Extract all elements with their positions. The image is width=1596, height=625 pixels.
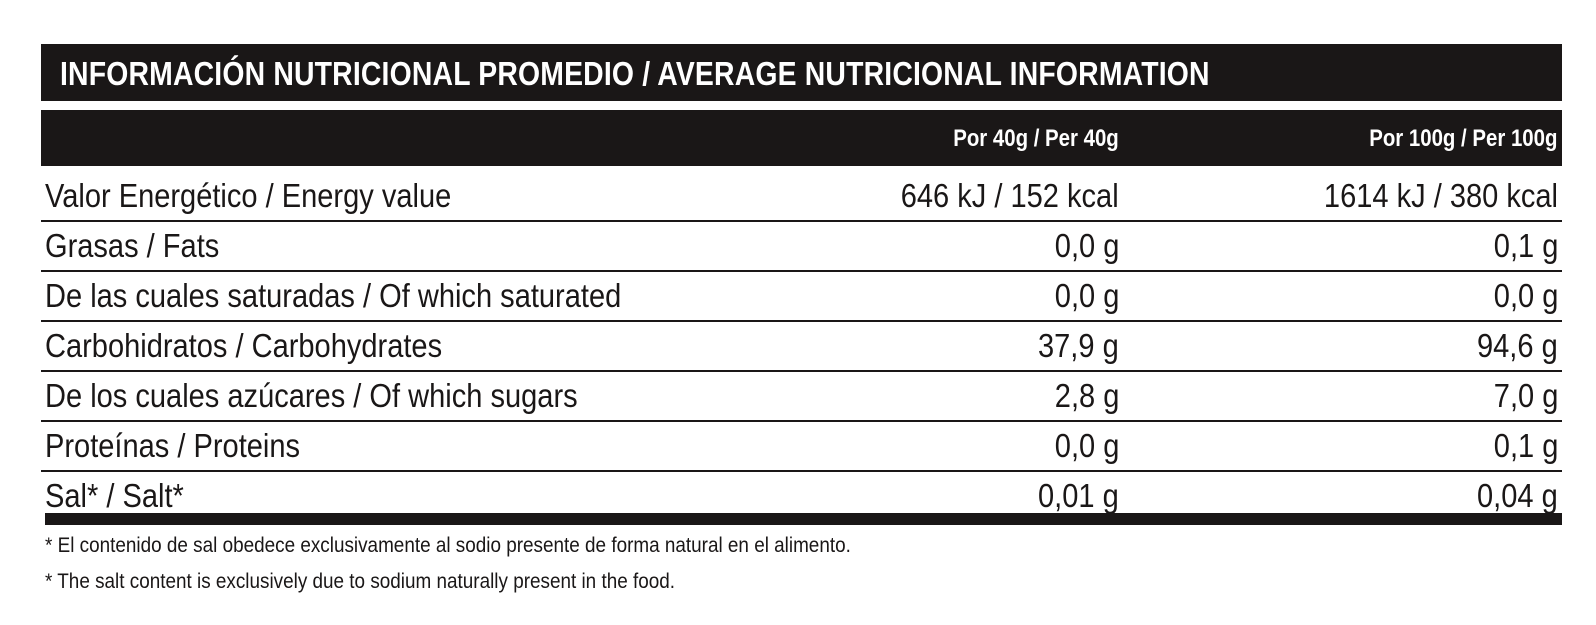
- row-value-per-40g: 37,9 g: [1038, 327, 1119, 364]
- table-row: Valor Energético / Energy value 646 kJ /…: [41, 172, 1562, 222]
- table-bottom-rule: [45, 513, 1562, 525]
- row-value-per-40g: 0,0 g: [1054, 427, 1119, 464]
- row-label: Valor Energético / Energy value: [45, 177, 452, 214]
- nutrition-table-body: Valor Energético / Energy value 646 kJ /…: [41, 172, 1562, 520]
- row-value-per-40g: 646 kJ / 152 kcal: [901, 177, 1119, 214]
- row-label: De las cuales saturadas / Of which satur…: [45, 277, 622, 314]
- table-title: INFORMACIÓN NUTRICIONAL PROMEDIO / AVERA…: [60, 55, 1210, 92]
- row-value-per-40g: 0,0 g: [1054, 277, 1119, 314]
- row-value-per-100g: 0,04 g: [1477, 477, 1558, 514]
- table-row: Grasas / Fats 0,0 g 0,1 g: [41, 222, 1562, 272]
- row-value-per-100g: 0,1 g: [1493, 427, 1558, 464]
- column-header-per-100g: Por 100g / Per 100g: [1368, 125, 1557, 152]
- table-row: Proteínas / Proteins 0,0 g 0,1 g: [41, 422, 1562, 472]
- row-value-per-100g: 0,0 g: [1493, 277, 1558, 314]
- row-label: Grasas / Fats: [45, 227, 220, 264]
- row-value-per-40g: 0,0 g: [1054, 227, 1119, 264]
- row-value-per-100g: 7,0 g: [1493, 377, 1558, 414]
- table-row: Sal* / Salt* 0,01 g 0,04 g: [41, 472, 1562, 520]
- row-label: Sal* / Salt*: [45, 477, 184, 514]
- footnote-english: * The salt content is exclusively due to…: [45, 570, 676, 593]
- row-label: De los cuales azúcares / Of which sugars: [45, 377, 578, 414]
- column-header-bar: [41, 110, 1562, 166]
- table-row: De los cuales azúcares / Of which sugars…: [41, 372, 1562, 422]
- title-bar: [41, 44, 1562, 101]
- table-row: Carbohidratos / Carbohydrates 37,9 g 94,…: [41, 322, 1562, 372]
- row-value-per-100g: 1614 kJ / 380 kcal: [1323, 177, 1558, 214]
- row-value-per-40g: 2,8 g: [1054, 377, 1119, 414]
- row-value-per-100g: 94,6 g: [1477, 327, 1558, 364]
- column-header-per-40g: Por 40g / Per 40g: [953, 125, 1119, 152]
- row-label: Carbohidratos / Carbohydrates: [45, 327, 443, 364]
- table-row: De las cuales saturadas / Of which satur…: [41, 272, 1562, 322]
- footnote-spanish: * El contenido de sal obedece exclusivam…: [45, 534, 851, 557]
- row-value-per-40g: 0,01 g: [1038, 477, 1119, 514]
- row-label: Proteínas / Proteins: [45, 427, 301, 464]
- row-value-per-100g: 0,1 g: [1493, 227, 1558, 264]
